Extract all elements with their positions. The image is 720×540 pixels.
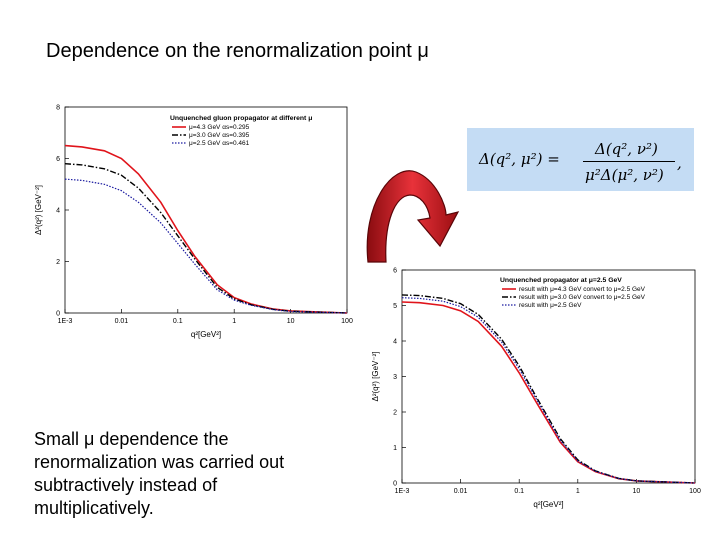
legend-entry-3: μ=2.5 GeV αs=0.461 bbox=[189, 140, 250, 147]
x-axis-label: q²[GeV²] bbox=[191, 330, 221, 339]
x-tick-label: 100 bbox=[341, 318, 353, 325]
x-tick-label: 0.01 bbox=[115, 318, 129, 325]
formula-numerator: Δ(q², ν²) bbox=[595, 140, 658, 158]
formula-fraction-bar bbox=[583, 161, 675, 162]
x-tick-label: 1 bbox=[232, 318, 236, 325]
legend-entry-1: result with μ=4.3 GeV convert to μ=2.5 G… bbox=[519, 286, 646, 293]
series-line-2 bbox=[401, 294, 696, 484]
slide-title: Dependence on the renormalization point … bbox=[46, 40, 429, 62]
x-tick-label: 0.01 bbox=[454, 488, 468, 495]
formula-denominator: μ²Δ(μ², ν²) bbox=[585, 166, 664, 184]
x-tick-label: 10 bbox=[287, 318, 295, 325]
x-tick-label: 1 bbox=[576, 488, 580, 495]
y-tick-label: 0 bbox=[393, 481, 397, 488]
y-tick-label: 4 bbox=[393, 339, 397, 346]
y-tick-label: 0 bbox=[56, 311, 60, 318]
x-tick-label: 1E-3 bbox=[395, 488, 410, 495]
y-tick-label: 6 bbox=[393, 268, 397, 275]
series-line-3 bbox=[64, 178, 348, 314]
y-tick-label: 8 bbox=[56, 105, 60, 112]
renormalization-formula: Δ(q², μ²) = Δ(q², ν²) μ²Δ(μ², ν²) , bbox=[467, 128, 694, 191]
series-line-3 bbox=[401, 297, 696, 484]
series-line-1 bbox=[401, 301, 696, 484]
series-line-1 bbox=[64, 144, 348, 314]
formula-box: Δ(q², μ²) = Δ(q², ν²) μ²Δ(μ², ν²) , bbox=[467, 128, 694, 191]
legend-title: Unquenched propagator at μ=2.5 GeV bbox=[500, 277, 622, 284]
legend-entry-3: result with μ=2.5 GeV bbox=[519, 302, 582, 309]
legend-entry-1: μ=4.3 GeV αs=0.295 bbox=[189, 124, 250, 131]
x-tick-label: 1E-3 bbox=[58, 318, 73, 325]
y-tick-label: 2 bbox=[56, 259, 60, 266]
y-tick-label: 4 bbox=[56, 208, 60, 215]
x-tick-label: 0.1 bbox=[173, 318, 183, 325]
y-axis-label: Δ²(q²) [GeV⁻²] bbox=[371, 351, 380, 401]
slide-note: Small μ dependence the renormalization w… bbox=[34, 429, 285, 518]
x-tick-label: 100 bbox=[689, 488, 701, 495]
x-tick-label: 10 bbox=[633, 488, 641, 495]
y-tick-label: 2 bbox=[393, 410, 397, 417]
y-tick-label: 5 bbox=[393, 303, 397, 310]
series-line-2 bbox=[64, 163, 348, 314]
y-axis-label: Δ²(q²) [GeV⁻²] bbox=[34, 185, 43, 235]
arrow-body bbox=[366, 170, 460, 263]
x-tick-label: 0.1 bbox=[514, 488, 524, 495]
legend-entry-2: result with μ=3.0 GeV convert to μ=2.5 G… bbox=[519, 294, 646, 301]
formula-comma: , bbox=[677, 154, 682, 172]
y-tick-label: 6 bbox=[56, 156, 60, 163]
legend-title: Unquenched gluon propagator at different… bbox=[170, 115, 312, 122]
y-tick-label: 3 bbox=[393, 374, 397, 381]
plot-frame bbox=[401, 269, 696, 484]
y-tick-label: 1 bbox=[393, 445, 397, 452]
formula-lhs: Δ(q², μ²) = bbox=[479, 150, 560, 168]
legend-entry-2: μ=3.0 GeV αs=0.395 bbox=[189, 132, 250, 139]
x-axis-label: q²[GeV²] bbox=[533, 500, 563, 509]
plot-frame bbox=[64, 106, 348, 314]
